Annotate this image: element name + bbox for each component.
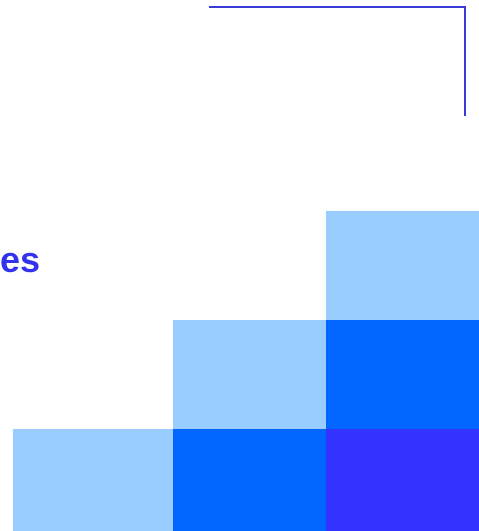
staircase-block-bottom-right [326, 429, 479, 531]
staircase-block-middle-center [173, 320, 326, 429]
staircase-block-bottom-center [173, 429, 326, 531]
decorative-corner-frame [209, 6, 466, 116]
slide-heading-fragment: es [0, 239, 41, 280]
staircase-block-bottom-left [13, 429, 173, 531]
staircase-block-middle-right [326, 320, 479, 429]
staircase-block-top-right [326, 211, 479, 320]
